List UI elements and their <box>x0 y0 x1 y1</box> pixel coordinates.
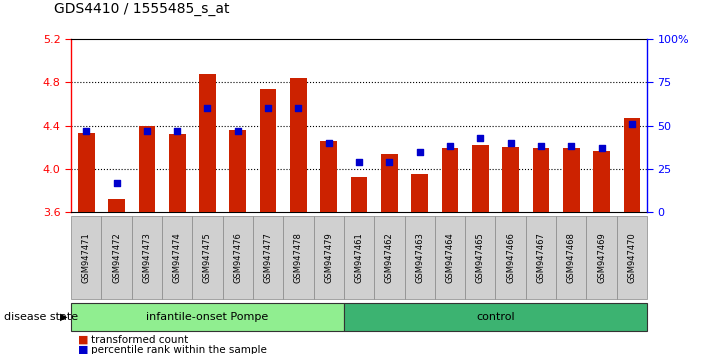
Bar <box>593 150 610 212</box>
Text: percentile rank within the sample: percentile rank within the sample <box>91 345 267 354</box>
Point <box>171 128 183 134</box>
Text: GSM947472: GSM947472 <box>112 232 121 283</box>
Bar <box>139 126 155 212</box>
Point <box>353 159 365 165</box>
Point <box>596 145 607 151</box>
Point <box>475 135 486 141</box>
Text: GSM947479: GSM947479 <box>324 232 333 283</box>
Text: GSM947465: GSM947465 <box>476 232 485 283</box>
Text: GSM947478: GSM947478 <box>294 232 303 283</box>
Point <box>202 105 213 111</box>
Bar <box>169 134 186 212</box>
Point <box>293 105 304 111</box>
Point <box>141 128 153 134</box>
Point <box>232 128 243 134</box>
Point <box>262 105 274 111</box>
Text: disease state: disease state <box>4 312 77 322</box>
Point <box>80 128 92 134</box>
Text: infantile-onset Pompe: infantile-onset Pompe <box>146 312 269 322</box>
Text: GSM947463: GSM947463 <box>415 232 424 283</box>
Bar <box>351 177 368 212</box>
Bar <box>472 145 488 212</box>
Text: transformed count: transformed count <box>91 335 188 345</box>
Text: GSM947475: GSM947475 <box>203 232 212 283</box>
Text: GSM947476: GSM947476 <box>233 232 242 283</box>
Text: GSM947474: GSM947474 <box>173 232 182 283</box>
Bar <box>563 148 579 212</box>
Point <box>414 149 425 154</box>
Bar <box>230 130 246 212</box>
Bar <box>290 78 306 212</box>
Bar <box>381 154 397 212</box>
Text: GSM947466: GSM947466 <box>506 232 515 283</box>
Point <box>444 144 456 149</box>
Bar <box>412 175 428 212</box>
Text: GSM947464: GSM947464 <box>446 232 454 283</box>
Text: ■: ■ <box>78 345 89 354</box>
Point <box>111 180 122 186</box>
Bar <box>260 89 277 212</box>
Point <box>535 144 547 149</box>
Text: GSM947470: GSM947470 <box>627 232 636 283</box>
Point <box>384 159 395 165</box>
Bar <box>624 118 640 212</box>
Bar <box>502 147 519 212</box>
Text: GSM947477: GSM947477 <box>264 232 272 283</box>
Bar <box>199 74 216 212</box>
Text: GSM947468: GSM947468 <box>567 232 576 283</box>
Point <box>505 140 516 146</box>
Text: GSM947467: GSM947467 <box>536 232 545 283</box>
Text: ■: ■ <box>78 335 89 345</box>
Text: GSM947462: GSM947462 <box>385 232 394 283</box>
Text: ▶: ▶ <box>60 312 68 322</box>
Text: GSM947461: GSM947461 <box>355 232 363 283</box>
Text: GSM947469: GSM947469 <box>597 232 606 283</box>
Bar <box>108 199 125 212</box>
Bar <box>533 148 550 212</box>
Text: GDS4410 / 1555485_s_at: GDS4410 / 1555485_s_at <box>55 2 230 16</box>
Point <box>565 144 577 149</box>
Text: control: control <box>476 312 515 322</box>
Text: GSM947471: GSM947471 <box>82 232 91 283</box>
Text: GSM947473: GSM947473 <box>142 232 151 283</box>
Point <box>626 121 638 127</box>
Bar <box>321 141 337 212</box>
Bar <box>78 133 95 212</box>
Point <box>323 140 334 146</box>
Bar <box>442 148 459 212</box>
